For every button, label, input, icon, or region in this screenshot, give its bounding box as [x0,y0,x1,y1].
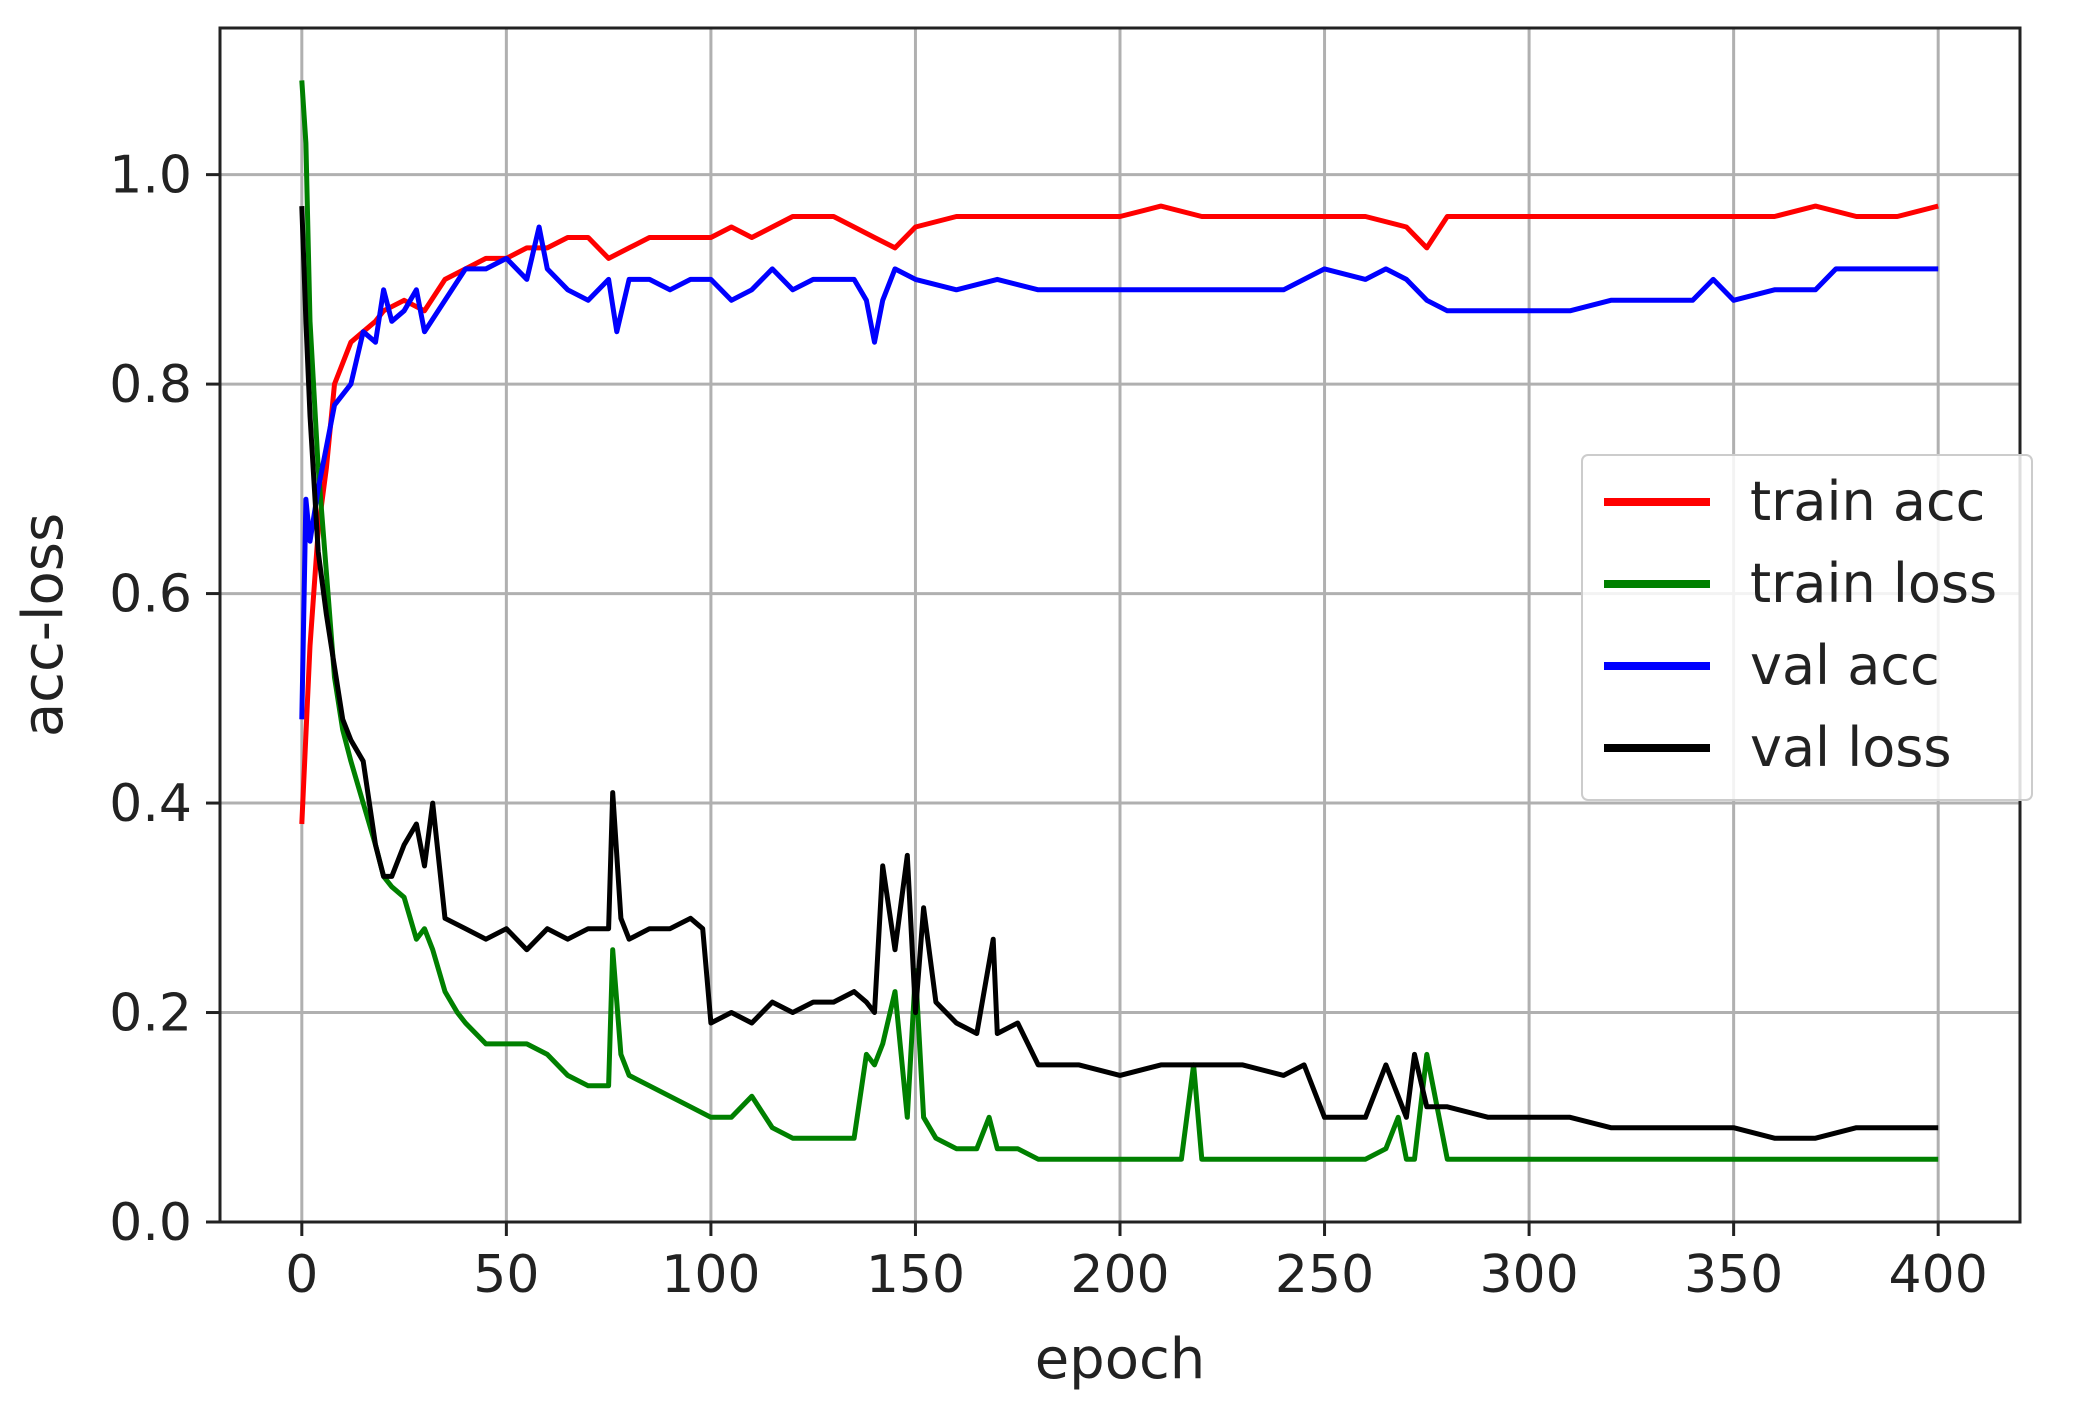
legend-label-val-loss: val loss [1750,716,1952,779]
x-tick-label: 0 [285,1245,318,1305]
series-layer [299,80,1939,1162]
legend-label-train-loss: train loss [1750,552,1997,615]
x-axis-label: epoch [1035,1327,1206,1392]
y-tick-label: 0.0 [109,1193,192,1253]
y-tick-label: 0.4 [109,774,192,834]
legend-box [1581,454,2033,801]
x-tick-label: 250 [1275,1245,1374,1305]
y-tick-label: 0.2 [109,984,192,1044]
legend-label-train-acc: train acc [1750,470,1985,533]
series-val-acc-line [299,224,1939,720]
y-axis-label: acc-loss [11,513,76,737]
series-val-loss-line [299,206,1939,1141]
x-tick-label: 200 [1070,1245,1169,1305]
x-tick-label: 350 [1684,1245,1783,1305]
x-tick-label: 300 [1479,1245,1578,1305]
y-tick-label: 1.0 [109,146,192,206]
y-tick-label: 0.6 [109,565,192,625]
x-tick-label: 150 [866,1245,965,1305]
ticks: 0 50 100 150 200 250 300 350 400 0.0 0.2 0.4 0.6 0.8 1… [109,146,1988,1305]
series-train-loss-line [299,80,1939,1162]
legend: train acc train loss val acc val loss [1581,454,2033,801]
x-tick-label: 400 [1889,1245,1988,1305]
x-tick-label: 50 [473,1245,539,1305]
x-tick-label: 100 [661,1245,760,1305]
y-tick-label: 0.8 [109,355,192,415]
legend-label-val-acc: val acc [1750,634,1940,697]
